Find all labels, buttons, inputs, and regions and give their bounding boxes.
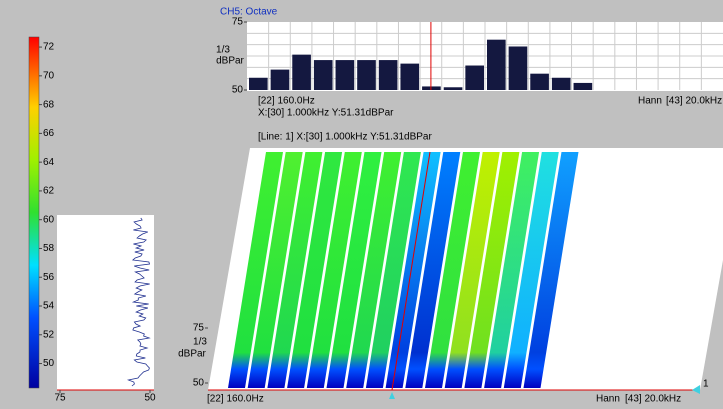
bar (530, 73, 549, 90)
colorbar-tick-label: 58 (43, 243, 55, 254)
waterfall-stripe (444, 152, 500, 388)
cursor-readout: X:[30] 1.000kHz Y:51.31dBPar (258, 108, 394, 119)
end-label: [43] 20.0kHz (625, 394, 681, 405)
start-label: [22] 160.0Hz (207, 394, 264, 405)
bar (443, 87, 463, 90)
y-unit: dBPar (178, 349, 206, 360)
start-label: [22] 160.0Hz (258, 96, 315, 107)
colorbar-tick-label: 66 (43, 128, 55, 139)
y-unit: 1/3 (193, 337, 207, 348)
cursor-line (391, 151, 431, 391)
colorbar-tick-label: 72 (43, 42, 55, 53)
end-label: [43] 20.0kHz (666, 96, 722, 107)
x-tick-label: 75 (54, 393, 66, 404)
waterfall-stripe (326, 152, 382, 388)
colorbar-tick-label: 64 (43, 157, 55, 168)
y-unit: 1/3 (216, 45, 230, 56)
colorbar-tick-label: 62 (43, 186, 55, 197)
bar (357, 60, 376, 90)
bar (313, 60, 333, 90)
line-marker (692, 385, 700, 394)
colorbar-tick-label: 68 (43, 99, 55, 110)
cursor-marker (389, 392, 395, 399)
window-label: Hann (596, 394, 620, 405)
waterfall-stripe (503, 152, 559, 388)
bar (270, 69, 290, 90)
waterfall-stripe (228, 152, 283, 388)
y-tick-label: 50 (193, 378, 205, 389)
colorbar-tick-label: 52 (43, 329, 55, 340)
y-tick-label: 50 (232, 85, 244, 96)
bar (292, 54, 311, 90)
colorbar-tick-label: 60 (43, 214, 55, 225)
x-tick-label: 50 (144, 393, 156, 404)
waterfall-stripe (464, 152, 520, 388)
waterfall-stripe (385, 152, 441, 388)
line-count: 1 (703, 379, 709, 390)
waterfall-stripe (287, 152, 343, 388)
colorbar-tick-label: 54 (43, 301, 55, 312)
waterfall-stripe (405, 152, 461, 388)
waterfall-stripe (365, 152, 421, 388)
bar (400, 63, 420, 90)
y-tick-label: 75 (232, 17, 244, 28)
waterfall-stripe (425, 152, 480, 388)
side-trace (126, 217, 151, 387)
bar (335, 60, 355, 90)
bar (465, 65, 484, 90)
bar (508, 46, 528, 90)
waterfall-stripe (306, 152, 362, 388)
colorbar-tick-label: 56 (43, 272, 55, 283)
colorbar (28, 36, 40, 389)
bar (378, 60, 398, 90)
waterfall-stripe (523, 152, 579, 388)
bar (573, 82, 593, 90)
colorbar-tick-label: 50 (43, 358, 55, 369)
waterfall-stripe (247, 152, 303, 388)
y-tick-label: 75 (193, 323, 205, 334)
bar (487, 39, 506, 90)
window-label: Hann (638, 96, 662, 107)
y-unit: dBPar (216, 56, 244, 67)
octave-title: CH5: Octave (220, 7, 278, 18)
waterfall-stripes (228, 151, 579, 391)
colorbar-tick-label: 70 (43, 70, 55, 81)
bar (551, 77, 571, 90)
bar (249, 77, 268, 90)
waterfall-stripe (346, 152, 402, 388)
waterfall-stripe (484, 152, 540, 388)
waterfall-stripe (267, 152, 323, 388)
waterfall-header: [Line: 1] X:[30] 1.000kHz Y:51.31dBPar (258, 132, 432, 143)
